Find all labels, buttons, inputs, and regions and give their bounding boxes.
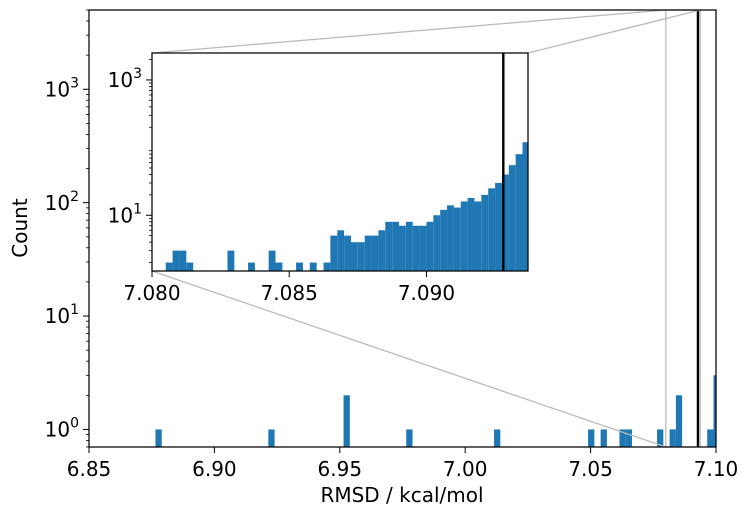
x-axis-label: RMSD / kcal/mol [320, 483, 483, 507]
inset-bar [350, 242, 358, 271]
inset-bar [296, 262, 303, 271]
inset-bar [364, 235, 372, 271]
inset-bar [508, 165, 516, 271]
inset-bar [453, 207, 461, 271]
y-axis-label: Count [8, 198, 32, 258]
inset-bar [330, 235, 338, 271]
main-bar [588, 429, 595, 447]
inset-y-tick-label: 101 [108, 201, 142, 227]
inset-bar [460, 201, 468, 271]
inset-bar [165, 262, 173, 271]
inset-x-axis-group: 7.080 7.085 7.090 [123, 271, 455, 305]
inset-bar [515, 154, 523, 271]
main-y-axis-group: 100 101 102 103 [45, 9, 89, 448]
inset-bar [426, 221, 434, 271]
inset-bar [275, 262, 283, 271]
inset-bar [488, 188, 496, 271]
inset-bar [467, 197, 475, 271]
inset-bar [447, 205, 454, 271]
inset-bars-group [165, 142, 528, 271]
inset-x-tick-label: 7.080 [123, 281, 180, 305]
inset-bar [399, 225, 406, 271]
inset-bar [412, 225, 420, 271]
inset-axes-group: 7.080 7.085 7.090 101 103 [108, 52, 529, 305]
main-bar [343, 395, 350, 447]
main-bar [155, 429, 162, 447]
inset-bar [344, 235, 351, 271]
main-bar [406, 429, 413, 447]
main-y-tick-label: 100 [45, 416, 79, 442]
inset-bar [481, 194, 489, 271]
main-bar [669, 429, 676, 447]
main-x-tick-label: 6.85 [67, 457, 112, 481]
inset-bar [309, 262, 317, 271]
inset-bar [357, 242, 365, 271]
inset-y-axis-group: 101 103 [108, 59, 152, 263]
main-x-tick-label: 7.10 [694, 457, 739, 481]
main-bars-group [155, 375, 716, 447]
main-bar [619, 429, 626, 447]
main-frame [88, 9, 717, 448]
inset-bar [385, 221, 393, 271]
inset-bar [495, 182, 502, 271]
main-bar [494, 429, 501, 447]
inset-bar [248, 262, 255, 271]
main-x-tick-label: 7.00 [443, 457, 488, 481]
main-x-tick-label: 7.05 [568, 457, 613, 481]
main-bar [268, 429, 275, 447]
main-bar [713, 375, 716, 447]
main-x-tick-label: 6.95 [318, 457, 363, 481]
inset-bar [179, 250, 187, 271]
main-y-tick-label: 102 [45, 189, 79, 215]
inset-bar [433, 215, 441, 271]
main-bar [600, 429, 607, 447]
inset-bar [405, 221, 413, 271]
main-bar [625, 429, 632, 447]
main-axes-frame-group [88, 9, 717, 448]
main-y-tick-label: 101 [45, 302, 79, 328]
inset-x-tick-label: 7.085 [261, 281, 318, 305]
zoom-connector-top [527, 9, 701, 54]
inset-frame [151, 52, 529, 272]
inset-bar [378, 230, 386, 271]
inset-bar [501, 174, 509, 271]
main-bar [707, 429, 714, 447]
inset-bar [268, 250, 276, 271]
inset-bar [419, 225, 427, 271]
inset-bar [227, 250, 235, 271]
inset-y-tick-label: 103 [108, 66, 142, 92]
inset-bar [371, 235, 379, 271]
inset-axes-frame-group [151, 52, 529, 272]
main-x-axis-group: 6.85 6.90 6.95 7.00 7.05 7.10 [67, 447, 739, 481]
inset-bar [186, 262, 194, 271]
inset-bar [522, 142, 528, 271]
main-bar [675, 395, 683, 447]
inset-bar [440, 209, 448, 271]
inset-bar [337, 230, 345, 271]
inset-bar [323, 262, 331, 271]
zoom-connector-top-left [151, 9, 666, 54]
inset-bar [392, 221, 400, 271]
zoom-connector-bottom [151, 270, 667, 448]
inset-bar [172, 250, 180, 271]
main-x-tick-label: 6.90 [192, 457, 237, 481]
inset-x-tick-label: 7.090 [398, 281, 455, 305]
main-bar [657, 429, 664, 447]
inset-bar [474, 201, 482, 271]
main-y-tick-label: 103 [45, 75, 79, 101]
